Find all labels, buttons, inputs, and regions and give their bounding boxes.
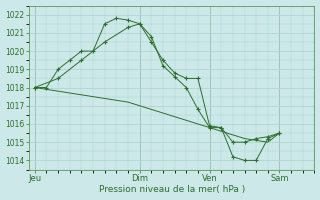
X-axis label: Pression niveau de la mer( hPa ): Pression niveau de la mer( hPa ) xyxy=(99,185,245,194)
